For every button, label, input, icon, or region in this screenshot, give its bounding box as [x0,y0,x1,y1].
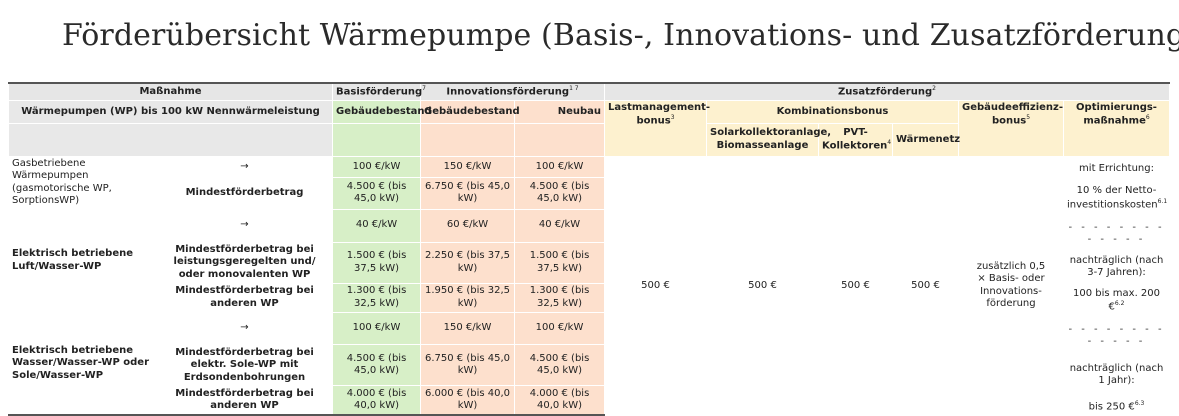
lastmanagement-value: 500 € [604,155,707,416]
row-label: Mindestförderbetrag bei leistungsgeregel… [156,241,333,284]
group-luft: Elektrisch betriebene Luft/Wasser-WP [8,208,157,313]
effizienz-header: Gebäudeeffizienz-bonus5 [958,99,1064,157]
kombination-header: Kombinationsbonus [706,99,959,124]
innov-neubau-value: 40 €/kW [514,208,605,243]
row-label: Mindestförderbetrag bei anderen WP [156,385,333,416]
pvt-header: PVT-Kollektoren4 [818,122,893,157]
innov-bestand-value: 2.250 € (bis 37,5 kW) [420,241,515,284]
basis-value: 100 €/kW [332,311,421,346]
waermenetz-header: Wärmenetz [892,122,960,157]
basis-value: 1.500 € (bis 37,5 kW) [332,241,421,284]
innov-bestand-value: 60 €/kW [420,208,515,243]
effizienz-value: zusätzlich 0,5 × Basis- oder Innovations… [958,155,1064,416]
innov-neubau-value: 100 €/kW [514,311,605,346]
optimierung-value: mit Errichtung: 10 % der Netto-investiti… [1062,155,1171,416]
row-label: Mindestförderbetrag [156,176,333,210]
basis-gebaeudebestand: Gebäudebestand [332,99,432,124]
row-label: → [156,155,333,178]
group-gas: Gasbetriebene Wärmepumpen (gasmotorische… [8,155,157,210]
col-basis: Basisförderung7 [332,81,426,101]
innov-gebaeudebestand: Gebäudebestand [420,99,520,124]
group-sole: Elektrisch betriebene Wasser/Wasser-WP o… [8,311,157,416]
waermenetz-value: 500 € [892,155,959,416]
innov-bestand-value: 1.950 € (bis 32,5 kW) [420,282,515,313]
innov-neubau-value: 1.300 € (bis 32,5 kW) [514,282,605,313]
page-title: Förderübersicht Wärmepumpe (Basis-, Inno… [62,18,1179,53]
innov-neubau-value: 1.500 € (bis 37,5 kW) [514,241,605,284]
basis-value: 4.500 € (bis 45,0 kW) [332,344,421,387]
row-label: Mindestförderbetrag bei elektr. Sole-WP … [156,344,333,387]
solar-header: Solarkollektoranlage, Biomasseanlage [706,122,831,157]
innov-bestand-value: 150 €/kW [420,311,515,346]
col-massnahme: Maßnahme [8,81,333,101]
row-label: → [156,208,333,243]
basis-value: 4.000 € (bis 40,0 kW) [332,385,421,416]
innov-neubau-value: 4.500 € (bis 45,0 kW) [514,176,605,210]
row-label: → [156,311,333,346]
innov-neubau-value: 100 €/kW [514,155,605,178]
basis-value: 40 €/kW [332,208,421,243]
wp-scope: Wärmepumpen (WP) bis 100 kW Nennwärmelei… [8,99,333,124]
optimierung-header: Optimierungs-maßnahme6 [1062,99,1171,157]
basis-value: 4.500 € (bis 45,0 kW) [332,176,421,210]
innov-bestand-value: 150 €/kW [420,155,515,178]
pvt-value: 500 € [818,155,893,416]
basis-value: 100 €/kW [332,155,421,178]
col-innovation: Innovationsförderung1 7 [420,81,605,101]
innov-bestand-value: 6.750 € (bis 45,0 kW) [420,176,515,210]
innov-bestand-value: 6.000 € (bis 40,0 kW) [420,385,515,416]
innov-neubau: Neubau [514,99,605,124]
innov-neubau-value: 4.500 € (bis 45,0 kW) [514,344,605,387]
funding-table: Maßnahme Basisförderung7 Innovationsförd… [8,81,1171,416]
solar-value: 500 € [706,155,819,416]
innov-neubau-value: 4.000 € (bis 40,0 kW) [514,385,605,416]
row-label: Mindestförderbetrag bei anderen WP [156,282,333,313]
lastmanagement-header: Lastmanagement-bonus3 [604,99,710,157]
basis-value: 1.300 € (bis 32,5 kW) [332,282,421,313]
col-zusatz: Zusatzförderung2 [603,81,1171,101]
innov-bestand-value: 6.750 € (bis 45,0 kW) [420,344,515,387]
